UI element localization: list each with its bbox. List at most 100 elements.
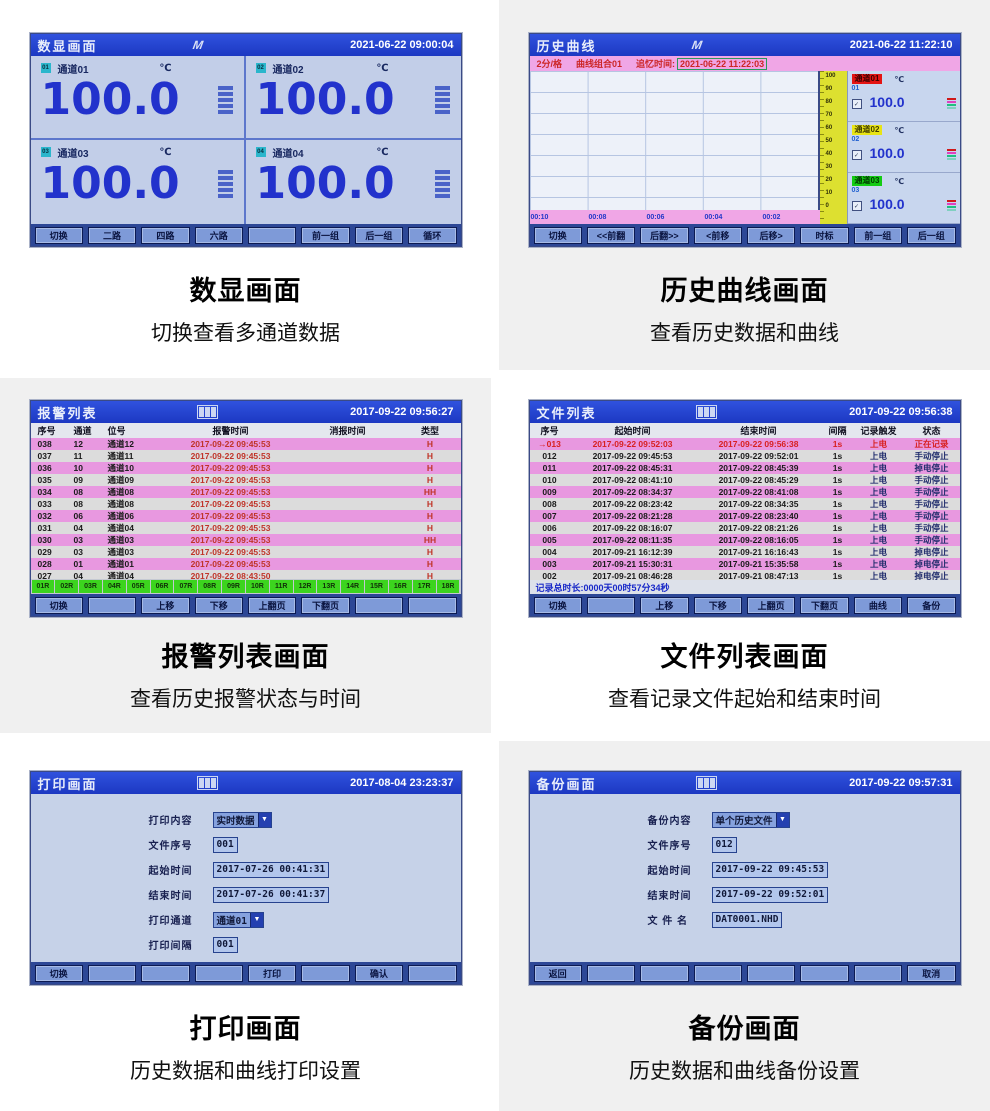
softkey-button[interactable]: 打印 xyxy=(248,964,297,982)
field-value-box[interactable]: DAT0001.NHD ▼ xyxy=(711,911,783,928)
softkey-button[interactable]: 四路 xyxy=(141,226,190,244)
relay-tag[interactable]: 18R xyxy=(436,580,460,593)
softkey-button[interactable]: 切换 xyxy=(34,596,83,614)
field-value-box[interactable]: 2017-07-26 00:41:31 ▼ xyxy=(212,861,330,878)
softkey-button[interactable]: 下移 xyxy=(693,596,742,614)
softkey-button[interactable]: 取消 xyxy=(907,964,956,982)
relay-tag[interactable]: 12R xyxy=(293,580,317,593)
softkey-button[interactable] xyxy=(87,964,137,982)
softkey-button[interactable]: 六路 xyxy=(194,226,243,244)
relay-tag[interactable]: 02R xyxy=(55,580,79,593)
relay-tag[interactable]: 03R xyxy=(79,580,102,593)
file-row[interactable]: 009 2017-09-22 08:34:37 2017-09-22 08:41… xyxy=(529,486,960,498)
softkey-button[interactable]: 切换 xyxy=(533,226,582,244)
file-row[interactable]: 008 2017-09-22 08:23:42 2017-09-22 08:34… xyxy=(529,498,960,510)
field-value-box[interactable]: 2017-09-22 09:45:53 ▼ xyxy=(711,861,829,878)
relay-tag[interactable]: 06R xyxy=(150,580,174,593)
file-row[interactable]: →013 2017-09-22 09:52:03 2017-09-22 09:5… xyxy=(529,438,960,450)
file-row[interactable]: 003 2017-09-21 15:30:31 2017-09-21 15:35… xyxy=(529,558,960,570)
relay-tag[interactable]: 09R xyxy=(222,580,245,593)
softkey-button[interactable] xyxy=(87,596,137,614)
dropdown-arrow-icon[interactable]: ▼ xyxy=(249,912,263,927)
relay-tag[interactable]: 10R xyxy=(245,580,269,593)
softkey-button[interactable]: <<前翻 xyxy=(586,226,636,244)
softkey-button[interactable] xyxy=(693,964,742,982)
file-row[interactable]: 006 2017-09-22 08:16:07 2017-09-22 08:21… xyxy=(529,522,960,534)
softkey-button[interactable]: 上移 xyxy=(141,596,190,614)
softkey-button[interactable]: 上移 xyxy=(640,596,689,614)
softkey-button[interactable] xyxy=(194,964,243,982)
softkey-button[interactable]: 后一组 xyxy=(907,226,956,244)
softkey-button[interactable]: 时标 xyxy=(800,226,849,244)
alarm-row[interactable]: 036 10 通道10 2017-09-22 09:45:53 H xyxy=(30,462,461,474)
field-value-box[interactable]: 2017-09-22 09:52:01 ▼ xyxy=(711,886,829,903)
softkey-button[interactable]: 前一组 xyxy=(853,226,903,244)
softkey-button[interactable]: 循环 xyxy=(408,226,457,244)
file-row[interactable]: 010 2017-09-22 08:41:10 2017-09-22 08:45… xyxy=(529,474,960,486)
alarm-row[interactable]: 038 12 通道12 2017-09-22 09:45:53 H xyxy=(30,438,461,450)
alarm-row[interactable]: 035 09 通道09 2017-09-22 09:45:53 H xyxy=(30,474,461,486)
field-value-box[interactable]: 001 ▼ xyxy=(212,836,238,853)
field-value-box[interactable]: 实时数据 ▼ xyxy=(212,811,272,828)
softkey-button[interactable] xyxy=(354,596,404,614)
softkey-button[interactable]: 切换 xyxy=(34,964,83,982)
softkey-button[interactable] xyxy=(301,964,350,982)
checkbox-icon[interactable]: ✓ xyxy=(851,201,862,211)
softkey-button[interactable]: 下翻页 xyxy=(800,596,849,614)
softkey-button[interactable] xyxy=(586,964,636,982)
softkey-button[interactable] xyxy=(248,226,297,244)
file-row[interactable]: 007 2017-09-22 08:21:28 2017-09-22 08:23… xyxy=(529,510,960,522)
softkey-button[interactable] xyxy=(800,964,849,982)
alarm-row[interactable]: 031 04 通道04 2017-09-22 09:45:53 H xyxy=(30,522,461,534)
field-value-box[interactable]: 001 ▼ xyxy=(212,936,238,953)
field-value-box[interactable]: 2017-07-26 00:41:37 ▼ xyxy=(212,886,330,903)
softkey-button[interactable] xyxy=(640,964,689,982)
softkey-button[interactable]: 上翻页 xyxy=(248,596,297,614)
softkey-button[interactable]: 备份 xyxy=(907,596,956,614)
dropdown-arrow-icon[interactable]: ▼ xyxy=(257,812,271,827)
field-value-box[interactable]: 通道01 ▼ xyxy=(212,911,264,928)
softkey-button[interactable]: 切换 xyxy=(34,226,83,244)
relay-tag[interactable]: 07R xyxy=(174,580,198,593)
alarm-row[interactable]: 029 03 通道03 2017-09-22 09:45:53 H xyxy=(30,546,461,558)
softkey-button[interactable]: 切换 xyxy=(533,596,582,614)
relay-tag[interactable]: 14R xyxy=(341,580,365,593)
relay-tag[interactable]: 17R xyxy=(412,580,436,593)
relay-tag[interactable]: 11R xyxy=(269,580,293,593)
relay-tag[interactable]: 08R xyxy=(198,580,222,593)
softkey-button[interactable]: 曲线 xyxy=(853,596,903,614)
softkey-button[interactable]: 前一组 xyxy=(301,226,350,244)
alarm-row[interactable]: 032 06 通道06 2017-09-22 09:45:53 H xyxy=(30,510,461,522)
file-row[interactable]: 002 2017-09-21 08:46:28 2017-09-21 08:47… xyxy=(529,570,960,582)
alarm-row[interactable]: 037 11 通道11 2017-09-22 09:45:53 H xyxy=(30,450,461,462)
relay-tag[interactable]: 13R xyxy=(317,580,341,593)
field-value-box[interactable]: 012 ▼ xyxy=(711,836,737,853)
softkey-button[interactable]: 后移> xyxy=(747,226,796,244)
softkey-button[interactable]: 下翻页 xyxy=(301,596,350,614)
softkey-button[interactable]: 上翻页 xyxy=(747,596,796,614)
recall-time-value[interactable]: 2021-06-22 11:22:03 xyxy=(677,57,768,70)
softkey-button[interactable]: 后一组 xyxy=(354,226,404,244)
relay-tag[interactable]: 04R xyxy=(102,580,126,593)
relay-tag[interactable]: 05R xyxy=(126,580,150,593)
softkey-button[interactable] xyxy=(747,964,796,982)
dropdown-arrow-icon[interactable]: ▼ xyxy=(775,812,789,827)
file-row[interactable]: 011 2017-09-22 08:45:31 2017-09-22 08:45… xyxy=(529,462,960,474)
alarm-row[interactable]: 028 01 通道01 2017-09-22 09:45:53 H xyxy=(30,558,461,570)
softkey-button[interactable]: 返回 xyxy=(533,964,582,982)
softkey-button[interactable] xyxy=(853,964,903,982)
relay-tag[interactable]: 01R xyxy=(31,580,55,593)
alarm-row[interactable]: 033 08 通道08 2017-09-22 09:45:53 H xyxy=(30,498,461,510)
alarm-row[interactable]: 034 08 通道08 2017-09-22 09:45:53 HH xyxy=(30,486,461,498)
file-row[interactable]: 005 2017-09-22 08:11:35 2017-09-22 08:16… xyxy=(529,534,960,546)
checkbox-icon[interactable]: ✓ xyxy=(851,150,862,160)
file-row[interactable]: 004 2017-09-21 16:12:39 2017-09-21 16:16… xyxy=(529,546,960,558)
relay-tag[interactable]: 15R xyxy=(365,580,388,593)
softkey-button[interactable]: 下移 xyxy=(194,596,243,614)
alarm-row[interactable]: 030 03 通道03 2017-09-22 09:45:53 HH xyxy=(30,534,461,546)
softkey-button[interactable]: 后翻>> xyxy=(640,226,689,244)
softkey-button[interactable] xyxy=(408,596,457,614)
softkey-button[interactable]: 二路 xyxy=(87,226,137,244)
softkey-button[interactable] xyxy=(141,964,190,982)
field-value-box[interactable]: 单个历史文件 ▼ xyxy=(711,811,790,828)
